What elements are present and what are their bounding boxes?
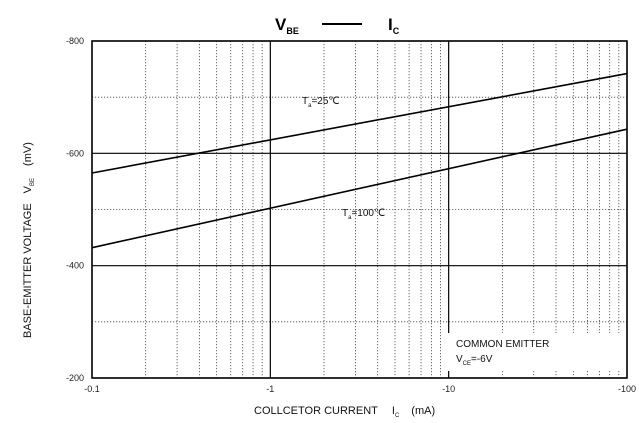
x-axis-label: COLLCETOR CURRENT IC (mA) (254, 405, 435, 419)
y-tick-label: -800 (66, 36, 84, 46)
x-tick-label: -0.1 (84, 384, 100, 394)
series-layer (91, 72, 628, 249)
y-tick-labels: -200 -400 -600 -800 (66, 36, 84, 383)
annotation-box (446, 333, 622, 371)
title-ic: IC (388, 15, 400, 36)
series-line-1 (91, 128, 628, 249)
y-tick-label: -600 (66, 148, 84, 158)
series-line-0 (91, 72, 628, 174)
y-tick-label: -400 (66, 261, 84, 271)
title-vbe: VBE (275, 15, 299, 36)
y-axis-label: BASE-EMITTER VOLTAGEVBE(mV) (22, 142, 36, 338)
x-tick-label: -100 (618, 384, 636, 394)
series-label-100c: Ta=100℃ (342, 208, 385, 221)
minor-grid (92, 41, 627, 378)
major-grid (91, 40, 628, 379)
y-tick-label: -200 (66, 373, 84, 383)
annotation-line2: VCE=-6V (456, 354, 493, 367)
series-label-25c: Ta=25℃ (302, 96, 340, 109)
annotation-line1: COMMON EMITTER (456, 339, 549, 350)
chart-title: VBE IC (275, 15, 400, 36)
x-tick-label: -1 (266, 384, 274, 394)
x-tick-label: -10 (442, 384, 455, 394)
x-tick-labels: -0.1 -1 -10 -100 (84, 384, 636, 394)
